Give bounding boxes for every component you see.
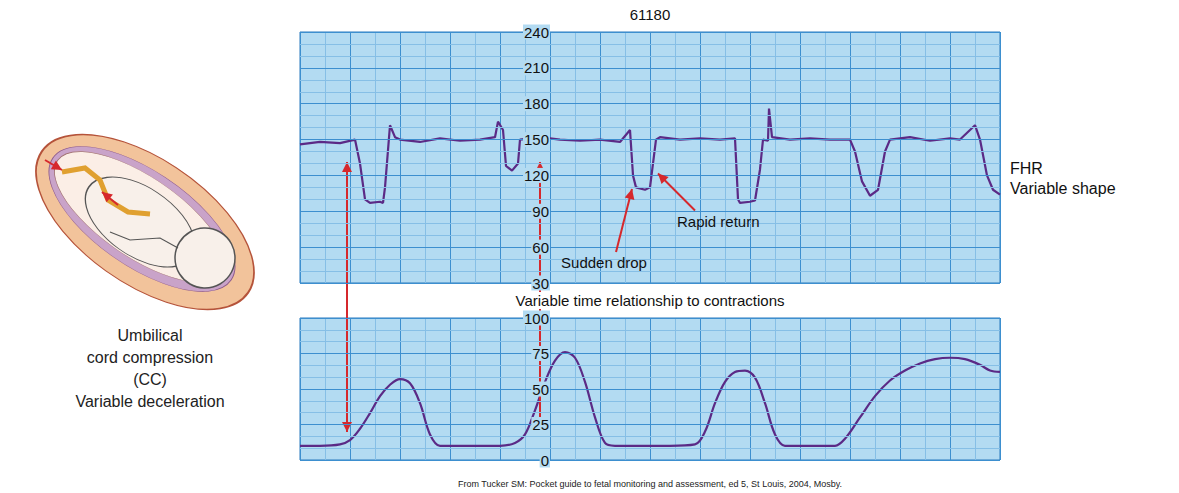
- svg-text:0: 0: [541, 452, 549, 469]
- svg-text:Sudden drop: Sudden drop: [561, 254, 647, 271]
- svg-text:30: 30: [532, 275, 549, 292]
- svg-text:50: 50: [532, 381, 549, 398]
- svg-text:75: 75: [532, 345, 549, 362]
- svg-text:61180: 61180: [630, 6, 671, 23]
- svg-text:Variable deceleration: Variable deceleration: [75, 393, 224, 410]
- svg-text:Variable shape: Variable shape: [1010, 180, 1116, 197]
- svg-text:From Tucker SM: Pocket guide t: From Tucker SM: Pocket guide to fetal mo…: [458, 479, 842, 489]
- svg-text:cord compression: cord compression: [87, 349, 213, 366]
- svg-text:Umbilical: Umbilical: [118, 327, 183, 344]
- svg-text:25: 25: [532, 416, 549, 433]
- svg-text:Variable time relationship to: Variable time relationship to contractio…: [515, 292, 784, 309]
- svg-text:180: 180: [524, 95, 549, 112]
- svg-text:90: 90: [532, 203, 549, 220]
- svg-text:150: 150: [524, 131, 549, 148]
- svg-text:FHR: FHR: [1010, 160, 1043, 177]
- svg-text:Rapid return: Rapid return: [677, 213, 760, 230]
- svg-text:100: 100: [524, 310, 549, 327]
- svg-text:240: 240: [524, 24, 549, 41]
- svg-text:210: 210: [524, 59, 549, 76]
- svg-text:(CC): (CC): [133, 371, 167, 388]
- svg-text:120: 120: [524, 167, 549, 184]
- svg-text:60: 60: [532, 239, 549, 256]
